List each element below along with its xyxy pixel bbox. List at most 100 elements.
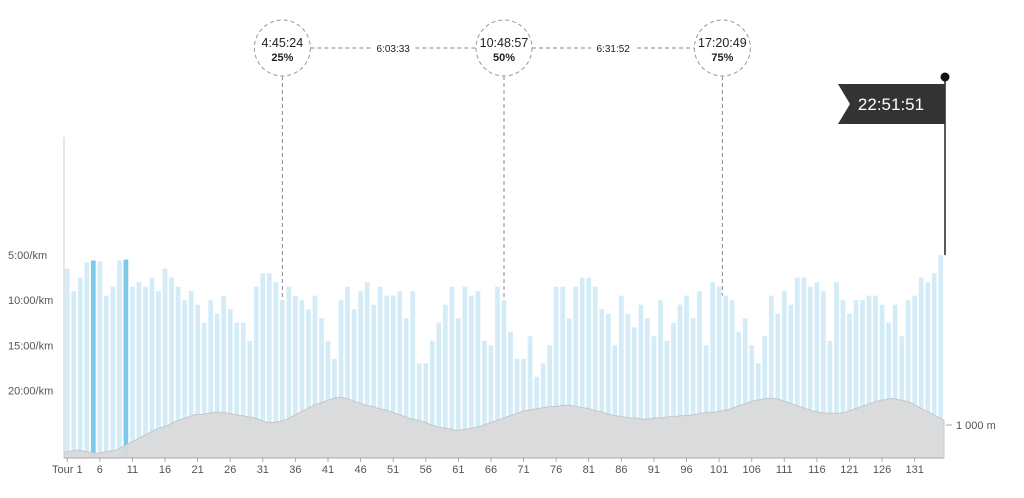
bar-lap-110: [775, 313, 781, 458]
bar-lap-98: [697, 291, 702, 458]
x-tick-label: 96: [680, 464, 692, 476]
bar-lap-64: [475, 291, 481, 458]
bar-lap-48: [371, 304, 376, 458]
bar-lap-114: [801, 277, 807, 458]
bar-lap-16: [162, 268, 168, 458]
bar-lap-95: [677, 304, 683, 458]
x-tick-label: 41: [322, 464, 334, 476]
bar-lap-120: [840, 300, 846, 458]
bar-lap-88: [632, 327, 637, 458]
bar-lap-44: [345, 286, 350, 458]
bar-lap-116: [814, 282, 820, 458]
milestone-pct: 25%: [271, 52, 293, 64]
x-tick-label: 31: [257, 464, 269, 476]
bar-lap-58: [436, 322, 442, 458]
bar-lap-29: [247, 340, 253, 458]
bar-lap-83: [599, 309, 605, 458]
bar-lap-101: [716, 286, 722, 458]
bar-lap-35: [286, 286, 292, 458]
bar-lap-104: [736, 331, 742, 458]
bar-lap-6: [97, 261, 103, 458]
bar-lap-77: [560, 286, 566, 458]
bar-lap-9: [117, 260, 122, 458]
x-tick-label: 66: [485, 464, 497, 476]
bar-lap-63: [469, 295, 474, 458]
bar-lap-14: [149, 277, 155, 458]
milestone-time: 17:20:49: [698, 36, 747, 50]
bar-lap-22: [201, 322, 207, 458]
bar-lap-82: [592, 286, 598, 458]
bar-lap-132: [918, 277, 924, 458]
bar-lap-115: [808, 286, 813, 458]
bar-lap-4: [84, 262, 90, 458]
bar-lap-99: [703, 345, 709, 458]
y-tick-label: 5:00/km: [8, 250, 47, 262]
x-tick-label: 36: [289, 464, 301, 476]
bar-lap-11: [130, 286, 135, 458]
bar-lap-21: [195, 304, 200, 458]
bar-lap-62: [462, 286, 468, 458]
x-tick-label: 26: [224, 464, 236, 476]
bar-lap-79: [573, 286, 579, 458]
bar-lap-13: [143, 286, 148, 458]
bar-lap-10: [123, 259, 129, 458]
x-tick-label: 106: [743, 464, 761, 476]
bar-lap-55: [416, 363, 422, 458]
bar-lap-27: [234, 322, 240, 458]
split-label-bg: [591, 41, 636, 55]
bar-lap-1: [64, 268, 70, 458]
bar-lap-78: [566, 318, 572, 458]
bar-lap-135: [938, 255, 944, 458]
bar-lap-70: [514, 358, 520, 458]
bar-lap-54: [410, 291, 416, 458]
bar-lap-2: [71, 291, 77, 458]
x-tick-label: 11: [127, 464, 138, 476]
bar-lap-39: [312, 295, 318, 458]
bar-lap-85: [612, 345, 618, 458]
x-tick-label: 56: [420, 464, 432, 476]
bar-lap-119: [834, 282, 839, 458]
bar-lap-81: [586, 277, 592, 458]
bar-lap-30: [253, 286, 259, 458]
bar-lap-130: [905, 300, 911, 458]
finish-time: 22:51:51: [858, 95, 924, 114]
bar-lap-84: [605, 313, 611, 458]
finish-pole-cap: [940, 72, 950, 82]
bar-lap-41: [325, 340, 331, 458]
y-tick-label: 15:00/km: [8, 340, 53, 352]
x-tick-label: 111: [776, 464, 793, 476]
bar-lap-111: [781, 291, 787, 458]
bar-lap-103: [729, 300, 735, 458]
bar-lap-91: [651, 336, 657, 458]
bar-lap-61: [456, 318, 461, 458]
bar-lap-17: [169, 277, 174, 458]
bar-lap-128: [892, 304, 898, 458]
bar-lap-127: [886, 322, 891, 458]
bar-lap-34: [280, 300, 285, 458]
x-tick-label: 131: [905, 464, 923, 476]
bar-lap-7: [104, 295, 109, 458]
y-tick-label: 10:00/km: [8, 295, 53, 307]
x-tick-label: 21: [192, 464, 204, 476]
x-tick-label: 86: [615, 464, 627, 476]
split-label-bg: [371, 41, 416, 55]
bar-lap-69: [508, 331, 513, 458]
bar-lap-31: [260, 273, 266, 458]
finish-flag: [838, 84, 945, 124]
x-tick-label: 91: [648, 464, 660, 476]
bar-lap-37: [299, 300, 305, 458]
bar-lap-76: [553, 286, 559, 458]
bar-lap-109: [768, 295, 774, 458]
x-tick-label: 81: [583, 464, 595, 476]
bar-lap-49: [377, 286, 383, 458]
bar-lap-53: [403, 318, 409, 458]
bar-lap-86: [618, 295, 624, 458]
bar-lap-94: [671, 322, 676, 458]
bar-lap-25: [221, 295, 227, 458]
bar-lap-50: [384, 295, 390, 458]
bar-lap-33: [273, 282, 279, 458]
bar-lap-100: [710, 282, 715, 458]
bar-lap-20: [188, 291, 194, 458]
bar-lap-12: [136, 282, 142, 458]
bar-lap-52: [397, 291, 403, 458]
